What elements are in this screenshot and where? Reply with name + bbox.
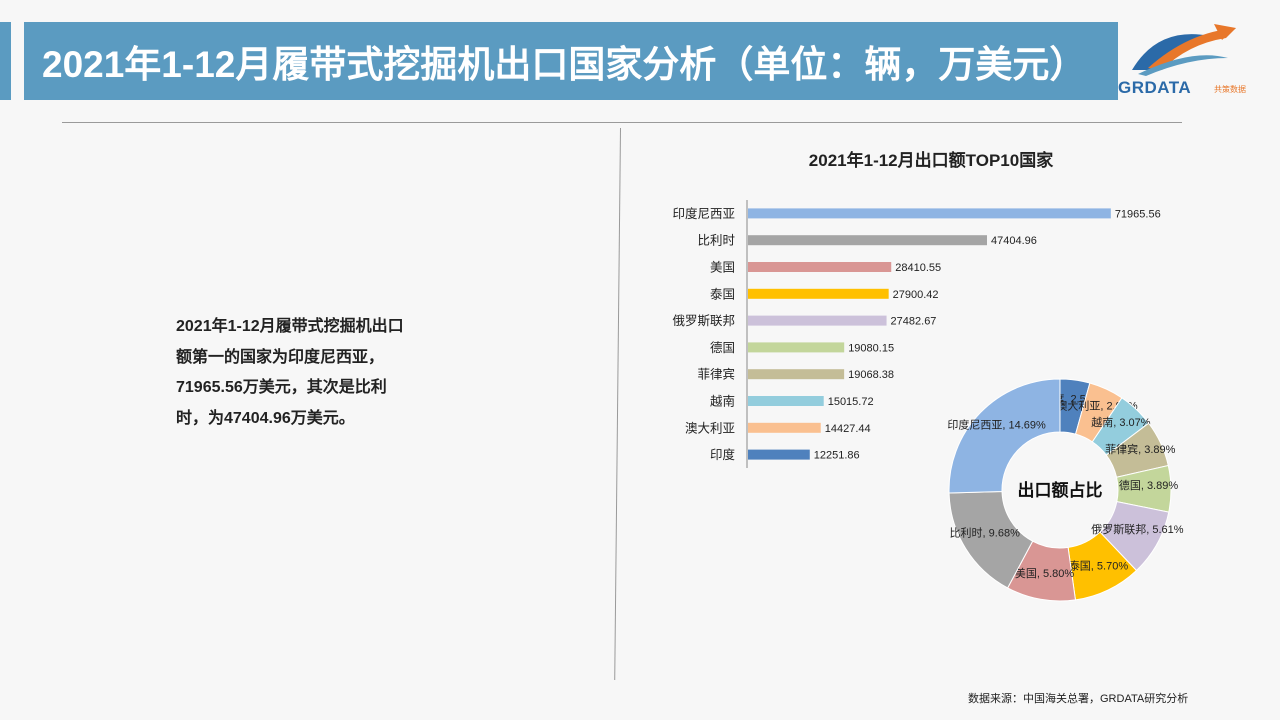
bar-1 bbox=[748, 235, 987, 246]
bar-value-label: 27482.67 bbox=[891, 316, 937, 328]
data-source-note: 数据来源：中国海关总署，GRDATA研究分析 bbox=[968, 693, 1189, 705]
summary-line: 2021年1-12月履带式挖掘机出口 bbox=[176, 318, 404, 335]
donut-slice-label: 越南, 3.07% bbox=[1091, 415, 1151, 429]
donut-center-label: 出口额占比 bbox=[1018, 480, 1103, 500]
top-divider-line bbox=[62, 122, 1182, 123]
grdata-logo: GRDATA 共策数据 bbox=[1118, 18, 1268, 102]
logo-swoosh-icon bbox=[1132, 24, 1236, 76]
bar-category-label: 印度 bbox=[710, 447, 736, 462]
summary-line: 时，为47404.96万美元。 bbox=[176, 409, 355, 427]
bar-value-label: 14427.44 bbox=[825, 423, 871, 435]
bar-5 bbox=[748, 342, 845, 353]
bar-value-label: 12251.86 bbox=[814, 450, 860, 462]
bar-category-label: 菲律宾 bbox=[697, 367, 735, 382]
bar-4 bbox=[748, 315, 887, 326]
page-title: 2021年1-12月履带式挖掘机出口国家分析（单位：辆，万美元） bbox=[42, 44, 1087, 85]
bar-value-label: 71965.56 bbox=[1115, 208, 1161, 220]
bar-category-label: 美国 bbox=[710, 261, 735, 275]
donut-slice-label: 德国, 3.89% bbox=[1119, 478, 1179, 492]
bar-category-label: 比利时 bbox=[697, 234, 735, 248]
donut-slice-label: 俄罗斯联邦, 5.61% bbox=[1091, 523, 1184, 536]
donut-slice-9 bbox=[948, 378, 1061, 494]
bar-category-label: 俄罗斯联邦 bbox=[672, 314, 735, 328]
bar-value-label: 47404.96 bbox=[991, 235, 1037, 247]
bar-0 bbox=[748, 208, 1111, 219]
bar-category-label: 越南 bbox=[710, 394, 735, 409]
bar-8 bbox=[748, 422, 821, 433]
bar-category-label: 德国 bbox=[710, 340, 735, 355]
donut-chart: 印度, 2.50%澳大利亚, 2.94%越南, 3.07%菲律宾, 3.89%德… bbox=[947, 378, 1184, 602]
bar-value-label: 19080.15 bbox=[848, 342, 894, 354]
logo-text: GRDATA bbox=[1118, 78, 1192, 97]
bar-category-label: 印度尼西亚 bbox=[672, 206, 735, 221]
bar-value-label: 28410.55 bbox=[895, 262, 941, 274]
donut-slice-label: 比利时, 9.68% bbox=[950, 527, 1021, 540]
donut-slice-label: 泰国, 5.70% bbox=[1069, 559, 1129, 573]
bar-3 bbox=[748, 288, 889, 299]
bar-9 bbox=[748, 449, 810, 460]
bar-category-label: 泰国 bbox=[710, 287, 735, 301]
bar-value-label: 19068.38 bbox=[848, 369, 894, 381]
summary-line: 额第一的国家为印度尼西亚， bbox=[176, 348, 385, 366]
bar-chart-title: 2021年1-12月出口额TOP10国家 bbox=[809, 150, 1053, 170]
donut-slice-label: 印度尼西亚, 14.69% bbox=[947, 417, 1046, 431]
header-accent-bar bbox=[0, 22, 11, 100]
bar-category-label: 澳大利亚 bbox=[685, 421, 735, 435]
bar-value-label: 15015.72 bbox=[828, 396, 874, 408]
bar-2 bbox=[748, 262, 892, 272]
logo-subtext: 共策数据 bbox=[1214, 85, 1246, 94]
donut-slice-label: 菲律宾, 3.89% bbox=[1105, 442, 1176, 456]
donut-slice-label: 美国, 5.80% bbox=[1015, 567, 1075, 580]
summary-text: 2021年1-12月履带式挖掘机出口 额第一的国家为印度尼西亚， 71965.5… bbox=[176, 312, 446, 434]
bar-7 bbox=[748, 396, 824, 406]
header-bar: 2021年1-12月履带式挖掘机出口国家分析（单位：辆，万美元） bbox=[24, 22, 1118, 100]
summary-line: 71965.56万美元，其次是比利 bbox=[176, 379, 387, 396]
bar-6 bbox=[748, 369, 845, 380]
bar-value-label: 27900.42 bbox=[893, 289, 939, 301]
